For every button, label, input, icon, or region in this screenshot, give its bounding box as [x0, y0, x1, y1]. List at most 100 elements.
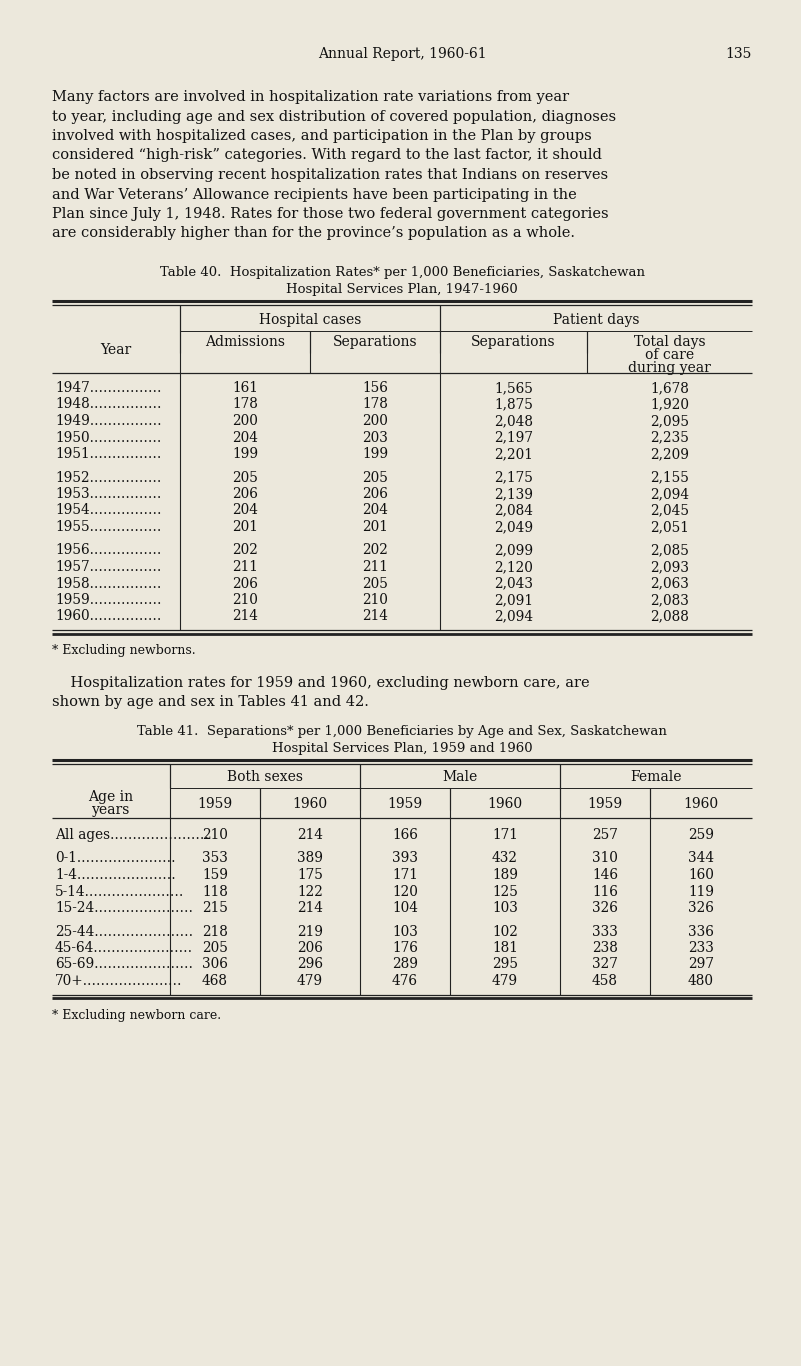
- Text: 310: 310: [592, 851, 618, 866]
- Text: 135: 135: [726, 46, 752, 61]
- Text: 2,094: 2,094: [494, 609, 533, 623]
- Text: 1,565: 1,565: [494, 381, 533, 395]
- Text: 2,045: 2,045: [650, 504, 689, 518]
- Text: Admissions: Admissions: [205, 335, 285, 348]
- Text: 2,051: 2,051: [650, 520, 689, 534]
- Text: 156: 156: [362, 381, 388, 395]
- Text: 201: 201: [232, 520, 258, 534]
- Text: 102: 102: [492, 925, 518, 938]
- Text: Separations: Separations: [471, 335, 556, 348]
- Text: Hospitalization rates for 1959 and 1960, excluding newborn care, are: Hospitalization rates for 1959 and 1960,…: [52, 676, 590, 690]
- Text: 210: 210: [202, 828, 228, 841]
- Text: 1956.……………: 1956.……………: [55, 544, 161, 557]
- Text: 2,155: 2,155: [650, 470, 689, 485]
- Text: 2,175: 2,175: [494, 470, 533, 485]
- Text: years: years: [92, 803, 131, 817]
- Text: 175: 175: [297, 867, 323, 882]
- Text: 336: 336: [688, 925, 714, 938]
- Text: 118: 118: [202, 885, 228, 899]
- Text: 1960: 1960: [488, 796, 522, 811]
- Text: 1959: 1959: [587, 796, 622, 811]
- Text: 120: 120: [392, 885, 418, 899]
- Text: 1-4.…………………: 1-4.…………………: [55, 867, 175, 882]
- Text: 70+.…………………: 70+.…………………: [55, 974, 183, 988]
- Text: 1951.……………: 1951.……………: [55, 447, 161, 460]
- Text: Total days: Total days: [634, 335, 706, 348]
- Text: 161: 161: [232, 381, 258, 395]
- Text: 205: 205: [202, 941, 228, 955]
- Text: 25-44.…………………: 25-44.…………………: [55, 925, 193, 938]
- Text: 1,678: 1,678: [650, 381, 689, 395]
- Text: 116: 116: [592, 885, 618, 899]
- Text: 2,049: 2,049: [494, 520, 533, 534]
- Text: 178: 178: [362, 398, 388, 411]
- Text: 333: 333: [592, 925, 618, 938]
- Text: Hospital Services Plan, 1959 and 1960: Hospital Services Plan, 1959 and 1960: [272, 742, 533, 755]
- Text: Female: Female: [630, 770, 682, 784]
- Text: Male: Male: [442, 770, 477, 784]
- Text: 2,201: 2,201: [494, 447, 533, 460]
- Text: 2,197: 2,197: [494, 430, 533, 444]
- Text: 199: 199: [232, 447, 258, 460]
- Text: 1947.……………: 1947.……………: [55, 381, 162, 395]
- Text: 1955.……………: 1955.……………: [55, 520, 161, 534]
- Text: 2,120: 2,120: [494, 560, 533, 574]
- Text: Plan since July 1, 1948. Rates for those two federal government categories: Plan since July 1, 1948. Rates for those…: [52, 208, 609, 221]
- Text: 214: 214: [362, 609, 388, 623]
- Text: 432: 432: [492, 851, 518, 866]
- Text: 1953.……………: 1953.……………: [55, 488, 161, 501]
- Text: be noted in observing recent hospitalization rates that Indians on reserves: be noted in observing recent hospitaliza…: [52, 168, 608, 182]
- Text: 1954.……………: 1954.……………: [55, 504, 162, 518]
- Text: 45-64.…………………: 45-64.…………………: [55, 941, 193, 955]
- Text: 1958.……………: 1958.……………: [55, 576, 161, 590]
- Text: during year: during year: [628, 361, 711, 376]
- Text: 289: 289: [392, 958, 418, 971]
- Text: 458: 458: [592, 974, 618, 988]
- Text: 210: 210: [362, 593, 388, 607]
- Text: 238: 238: [592, 941, 618, 955]
- Text: 2,095: 2,095: [650, 414, 689, 428]
- Text: 211: 211: [232, 560, 258, 574]
- Text: 2,063: 2,063: [650, 576, 689, 590]
- Text: 65-69.…………………: 65-69.…………………: [55, 958, 193, 971]
- Text: 205: 205: [362, 576, 388, 590]
- Text: 205: 205: [362, 470, 388, 485]
- Text: 166: 166: [392, 828, 418, 841]
- Text: 203: 203: [362, 430, 388, 444]
- Text: considered “high-risk” categories. With regard to the last factor, it should: considered “high-risk” categories. With …: [52, 149, 602, 163]
- Text: 1949.……………: 1949.……………: [55, 414, 162, 428]
- Text: shown by age and sex in Tables 41 and 42.: shown by age and sex in Tables 41 and 42…: [52, 695, 369, 709]
- Text: are considerably higher than for the province’s population as a whole.: are considerably higher than for the pro…: [52, 227, 575, 240]
- Text: 0-1.…………………: 0-1.…………………: [55, 851, 175, 866]
- Text: 2,048: 2,048: [494, 414, 533, 428]
- Text: 119: 119: [688, 885, 714, 899]
- Text: 181: 181: [492, 941, 518, 955]
- Text: Table 40.  Hospitalization Rates* per 1,000 Beneficiaries, Saskatchewan: Table 40. Hospitalization Rates* per 1,0…: [159, 266, 645, 279]
- Text: 1957.……………: 1957.……………: [55, 560, 161, 574]
- Text: 2,099: 2,099: [494, 544, 533, 557]
- Text: 1959: 1959: [197, 796, 232, 811]
- Text: involved with hospitalized cases, and participation in the Plan by groups: involved with hospitalized cases, and pa…: [52, 128, 592, 143]
- Text: 468: 468: [202, 974, 228, 988]
- Text: 327: 327: [592, 958, 618, 971]
- Text: 103: 103: [492, 902, 518, 915]
- Text: 1,875: 1,875: [494, 398, 533, 411]
- Text: 2,085: 2,085: [650, 544, 689, 557]
- Text: 206: 206: [232, 576, 258, 590]
- Text: * Excluding newborns.: * Excluding newborns.: [52, 643, 195, 657]
- Text: 2,083: 2,083: [650, 593, 689, 607]
- Text: 219: 219: [297, 925, 323, 938]
- Text: 189: 189: [492, 867, 518, 882]
- Text: 389: 389: [297, 851, 323, 866]
- Text: 1959.……………: 1959.……………: [55, 593, 162, 607]
- Text: 1952.……………: 1952.……………: [55, 470, 161, 485]
- Text: Patient days: Patient days: [553, 313, 639, 326]
- Text: Separations: Separations: [332, 335, 417, 348]
- Text: 2,139: 2,139: [494, 488, 533, 501]
- Text: Both sexes: Both sexes: [227, 770, 303, 784]
- Text: 146: 146: [592, 867, 618, 882]
- Text: 306: 306: [202, 958, 228, 971]
- Text: 476: 476: [392, 974, 418, 988]
- Text: 297: 297: [688, 958, 714, 971]
- Text: 259: 259: [688, 828, 714, 841]
